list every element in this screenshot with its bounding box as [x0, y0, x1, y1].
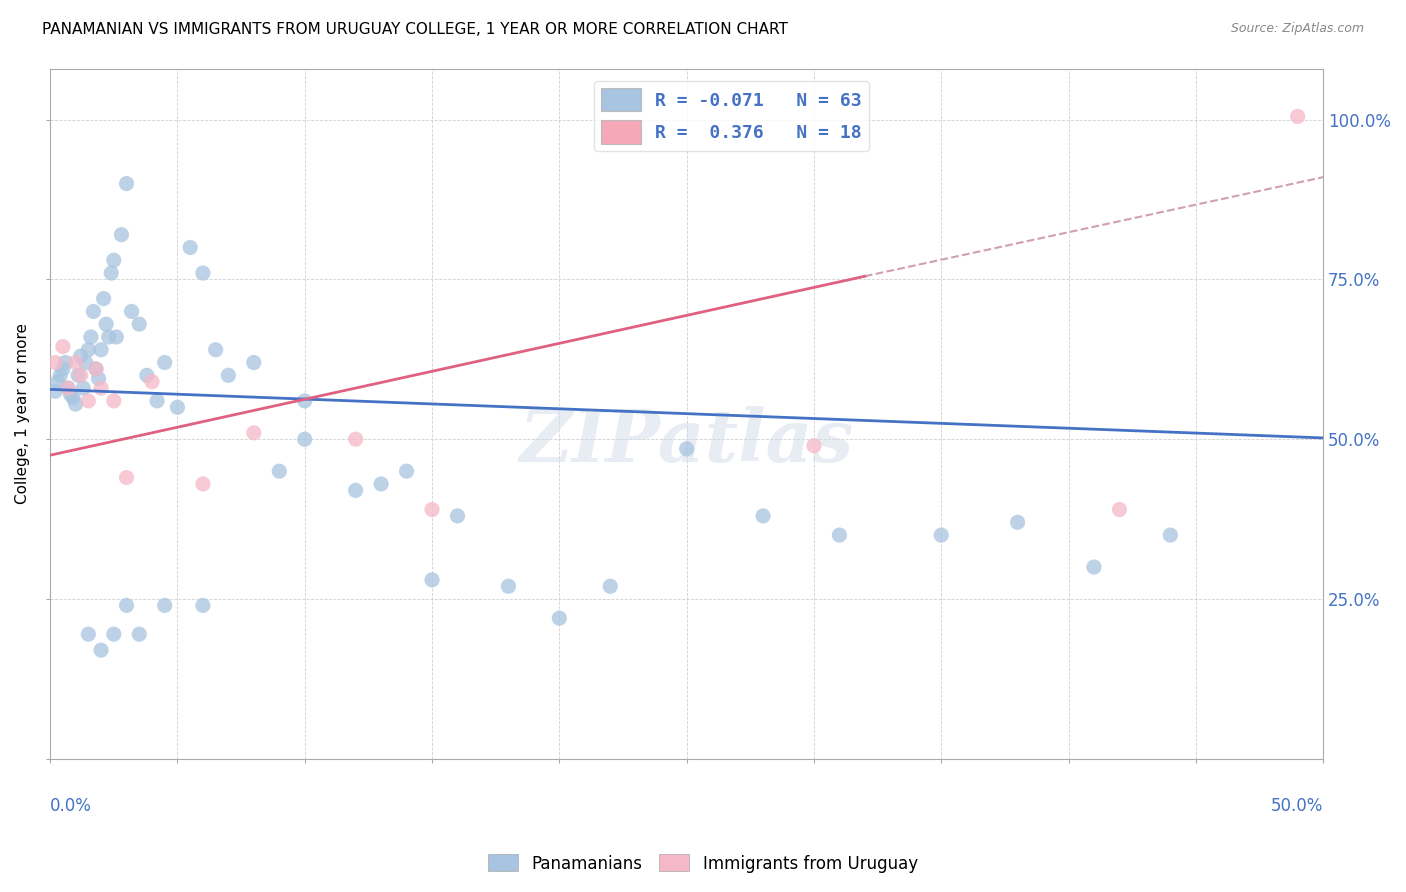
- Point: [115, 599, 138, 613]
- Point: [420, 502, 443, 516]
- Text: 0.0%: 0.0%: [51, 797, 91, 814]
- Point: [84, 362, 107, 376]
- Point: [93, 292, 115, 306]
- Point: [90, 643, 112, 657]
- Point: [46, 375, 69, 389]
- Point: [82, 304, 104, 318]
- Point: [94, 317, 117, 331]
- Point: [498, 579, 520, 593]
- Point: [179, 240, 201, 254]
- Point: [395, 464, 418, 478]
- Point: [69, 349, 91, 363]
- Point: [115, 470, 138, 484]
- Point: [72, 381, 94, 395]
- Point: [243, 355, 266, 369]
- Point: [87, 371, 110, 385]
- Point: [84, 362, 107, 376]
- Point: [80, 330, 103, 344]
- Point: [191, 477, 214, 491]
- Point: [146, 393, 169, 408]
- Point: [69, 368, 91, 383]
- Point: [344, 483, 367, 498]
- Point: [75, 355, 97, 369]
- Point: [105, 330, 128, 344]
- Point: [77, 393, 100, 408]
- Point: [217, 368, 239, 383]
- Point: [44, 384, 66, 399]
- Point: [929, 528, 952, 542]
- Point: [370, 477, 392, 491]
- Point: [97, 330, 120, 344]
- Y-axis label: College, 1 year or more: College, 1 year or more: [15, 323, 30, 504]
- Point: [110, 227, 132, 242]
- Point: [77, 343, 100, 357]
- Legend: R = -0.071   N = 63, R =  0.376   N = 18: R = -0.071 N = 63, R = 0.376 N = 18: [593, 81, 869, 151]
- Point: [141, 375, 163, 389]
- Point: [65, 355, 87, 369]
- Point: [1108, 502, 1130, 516]
- Point: [55, 355, 77, 369]
- Point: [67, 368, 90, 383]
- Point: [103, 393, 125, 408]
- Point: [1286, 110, 1309, 124]
- Point: [191, 599, 214, 613]
- Point: [675, 442, 697, 456]
- Point: [204, 343, 226, 357]
- Point: [243, 425, 266, 440]
- Point: [153, 599, 176, 613]
- Point: [128, 317, 150, 331]
- Point: [828, 528, 851, 542]
- Point: [1083, 560, 1105, 574]
- Point: [44, 355, 66, 369]
- Point: [65, 397, 87, 411]
- Point: [269, 464, 291, 478]
- Point: [62, 391, 84, 405]
- Point: [1007, 516, 1029, 530]
- Point: [446, 508, 468, 523]
- Point: [121, 304, 143, 318]
- Text: Source: ZipAtlas.com: Source: ZipAtlas.com: [1230, 22, 1364, 36]
- Point: [752, 508, 775, 523]
- Point: [1159, 528, 1181, 542]
- Text: PANAMANIAN VS IMMIGRANTS FROM URUGUAY COLLEGE, 1 YEAR OR MORE CORRELATION CHART: PANAMANIAN VS IMMIGRANTS FROM URUGUAY CO…: [42, 22, 787, 37]
- Point: [135, 368, 157, 383]
- Point: [191, 266, 214, 280]
- Point: [103, 627, 125, 641]
- Point: [166, 401, 188, 415]
- Point: [153, 355, 176, 369]
- Point: [344, 432, 367, 446]
- Point: [77, 627, 100, 641]
- Point: [420, 573, 443, 587]
- Point: [548, 611, 571, 625]
- Point: [52, 340, 75, 354]
- Point: [115, 177, 138, 191]
- Point: [49, 368, 72, 383]
- Point: [56, 381, 79, 395]
- Point: [128, 627, 150, 641]
- Point: [294, 393, 316, 408]
- Point: [59, 387, 82, 401]
- Point: [52, 362, 75, 376]
- Point: [599, 579, 621, 593]
- Text: 50.0%: 50.0%: [1271, 797, 1323, 814]
- Point: [100, 266, 122, 280]
- Text: ZIPatlas: ZIPatlas: [520, 406, 853, 476]
- Point: [294, 432, 316, 446]
- Legend: Panamanians, Immigrants from Uruguay: Panamanians, Immigrants from Uruguay: [482, 847, 924, 880]
- Point: [103, 253, 125, 268]
- Point: [56, 381, 79, 395]
- Point: [803, 439, 825, 453]
- Point: [90, 343, 112, 357]
- Point: [90, 381, 112, 395]
